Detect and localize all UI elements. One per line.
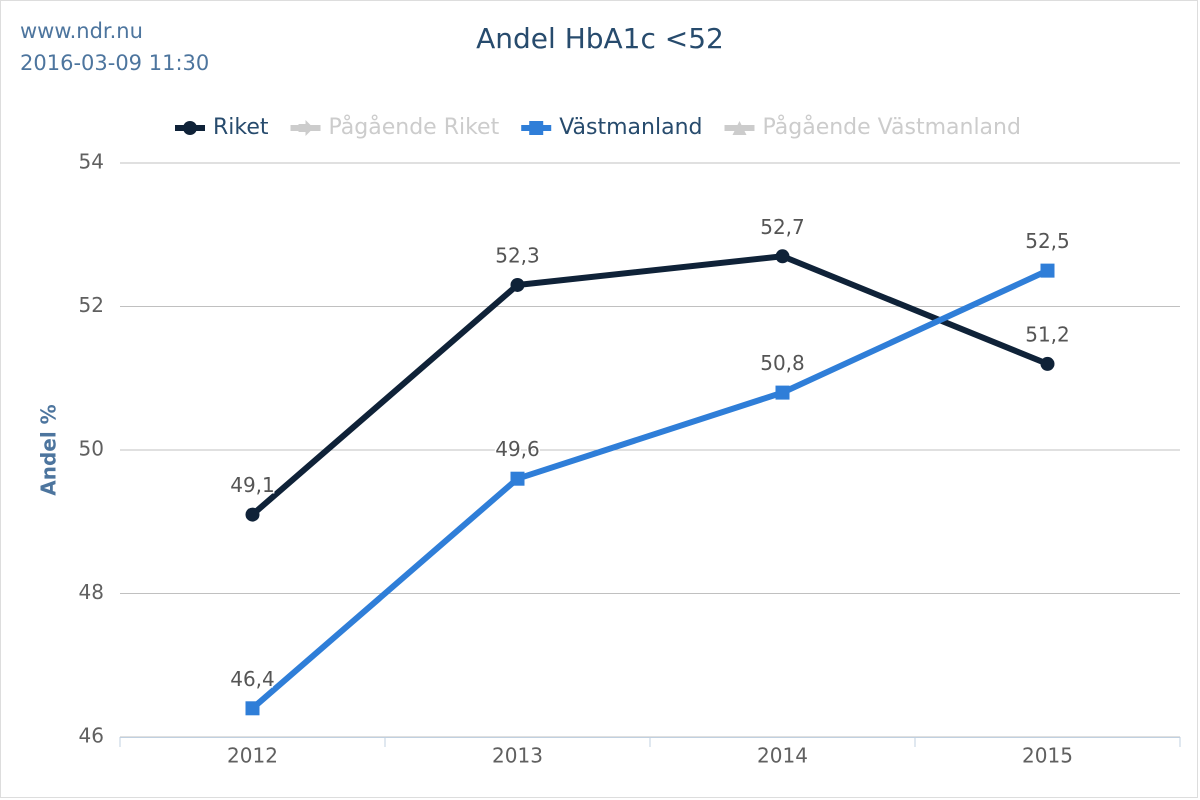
data-label: 52,7 xyxy=(760,215,805,239)
y-tick-label: 46 xyxy=(79,724,104,748)
data-point xyxy=(775,385,790,400)
data-point xyxy=(245,507,260,522)
y-tick-label: 48 xyxy=(79,580,104,604)
x-tick-label: 2013 xyxy=(492,744,543,768)
legend-symbol xyxy=(298,120,314,136)
data-label: 52,5 xyxy=(1025,229,1070,253)
y-tick-label: 50 xyxy=(79,437,104,461)
data-point xyxy=(1040,263,1055,278)
data-label: 46,4 xyxy=(230,667,275,691)
legend-symbol xyxy=(529,121,544,135)
legend-label: Västmanland xyxy=(559,115,702,140)
legend-symbol xyxy=(183,121,197,135)
x-tick-label: 2014 xyxy=(757,744,808,768)
credit: www.ndr.nu xyxy=(20,19,143,43)
data-point xyxy=(510,471,525,486)
data-label: 50,8 xyxy=(760,351,805,375)
y-tick-label: 54 xyxy=(79,150,104,174)
y-axis-title: Andel % xyxy=(37,404,61,495)
credit: 2016-03-09 11:30 xyxy=(20,51,209,75)
legend-label: Pågående Västmanland xyxy=(763,114,1021,140)
chart-title: Andel HbA1c <52 xyxy=(476,22,724,55)
series-line xyxy=(250,253,1049,517)
data-label: 49,6 xyxy=(495,437,540,461)
legend-symbol xyxy=(732,121,747,135)
data-point xyxy=(1040,356,1055,371)
data-point xyxy=(510,277,525,292)
legend-label: Pågående Riket xyxy=(329,114,500,140)
y-tick-label: 52 xyxy=(79,293,104,317)
data-point xyxy=(245,701,260,716)
legend-label: Riket xyxy=(213,115,269,140)
series-line xyxy=(250,267,1049,711)
data-label: 52,3 xyxy=(495,243,540,267)
data-point xyxy=(775,249,790,264)
data-label: 51,2 xyxy=(1025,322,1070,346)
x-tick-label: 2015 xyxy=(1022,744,1073,768)
x-tick-label: 2012 xyxy=(227,744,278,768)
data-label: 49,1 xyxy=(230,473,275,497)
